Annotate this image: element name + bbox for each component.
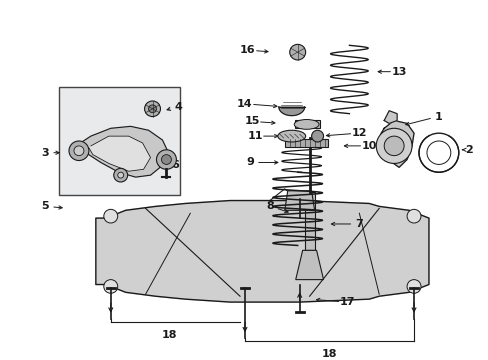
Text: 5: 5 <box>41 201 49 211</box>
Circle shape <box>384 136 403 156</box>
Circle shape <box>148 105 156 113</box>
Text: 17: 17 <box>339 297 354 307</box>
Circle shape <box>74 146 84 156</box>
Polygon shape <box>96 201 428 302</box>
Circle shape <box>156 150 176 169</box>
Polygon shape <box>295 250 323 280</box>
Circle shape <box>406 280 420 293</box>
Bar <box>59 87 180 195</box>
Text: 18: 18 <box>162 330 177 340</box>
Circle shape <box>375 128 411 163</box>
Text: 8: 8 <box>265 201 273 211</box>
Circle shape <box>289 44 305 60</box>
Circle shape <box>161 155 171 165</box>
Polygon shape <box>284 139 327 147</box>
Polygon shape <box>384 111 396 123</box>
Text: 1: 1 <box>434 112 442 122</box>
Circle shape <box>114 168 127 182</box>
Polygon shape <box>304 192 314 250</box>
Polygon shape <box>284 191 314 210</box>
Polygon shape <box>294 121 319 128</box>
Circle shape <box>103 209 118 223</box>
Circle shape <box>118 172 123 178</box>
Text: 16: 16 <box>240 45 255 55</box>
Polygon shape <box>76 126 168 177</box>
Ellipse shape <box>277 130 305 142</box>
Circle shape <box>103 280 118 293</box>
Polygon shape <box>89 136 150 171</box>
Text: 15: 15 <box>244 117 259 126</box>
Text: 11: 11 <box>247 131 262 141</box>
Text: 2: 2 <box>464 145 471 155</box>
Text: 12: 12 <box>351 128 366 138</box>
Text: 7: 7 <box>355 219 363 229</box>
Text: 3: 3 <box>41 148 49 158</box>
Text: 13: 13 <box>390 67 406 77</box>
Text: 6: 6 <box>171 161 179 170</box>
Text: 10: 10 <box>361 141 376 151</box>
Circle shape <box>144 101 160 117</box>
Polygon shape <box>379 121 413 167</box>
Text: 4: 4 <box>174 102 182 112</box>
Circle shape <box>69 141 89 161</box>
Polygon shape <box>278 107 304 116</box>
Circle shape <box>406 209 420 223</box>
Text: 18: 18 <box>321 349 337 359</box>
Text: 14: 14 <box>237 99 252 109</box>
Text: 9: 9 <box>245 157 253 167</box>
Circle shape <box>311 130 323 142</box>
Ellipse shape <box>294 120 319 129</box>
